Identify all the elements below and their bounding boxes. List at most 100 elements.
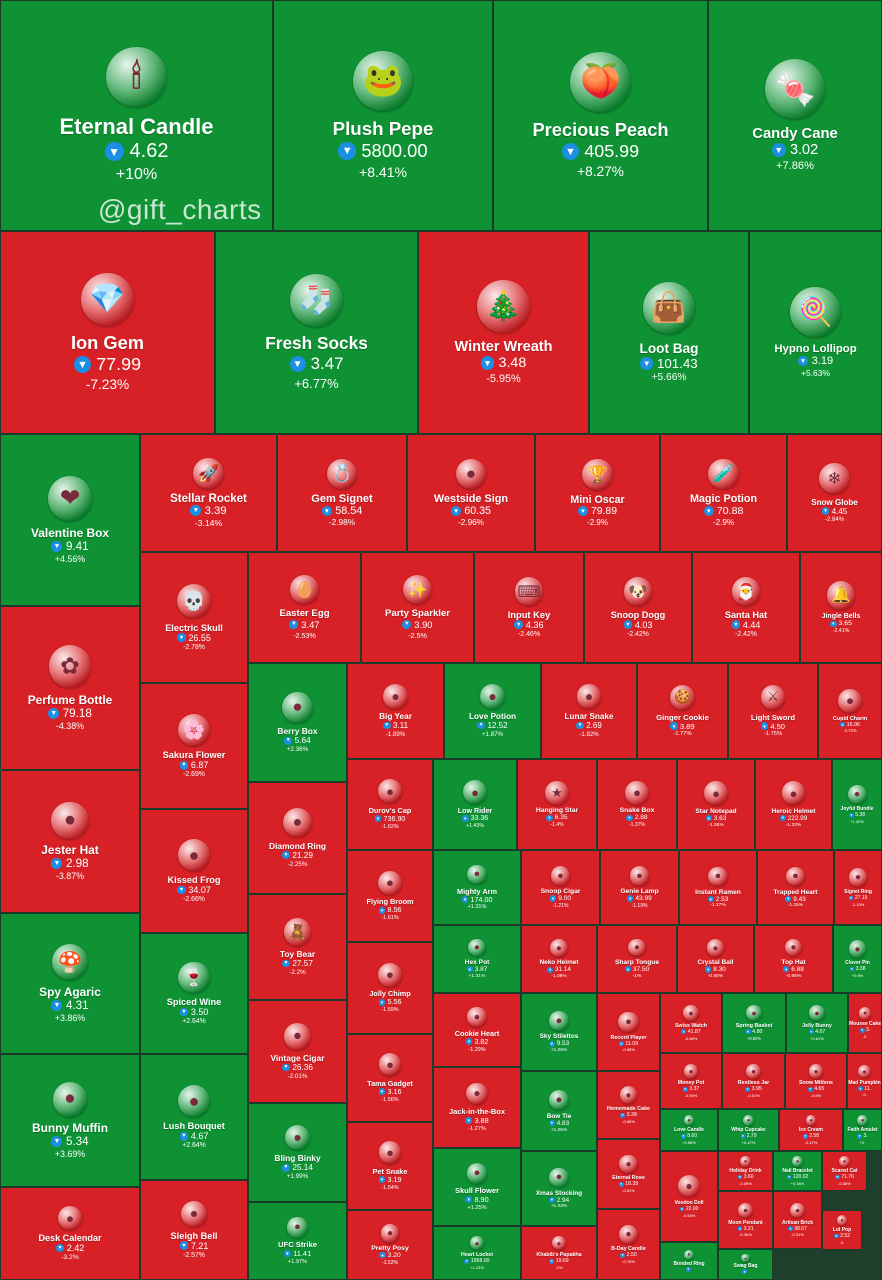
tile-bonded-ring[interactable]: ● Bonded Ring ▼ bbox=[660, 1242, 718, 1280]
tile-diamond-ring[interactable]: ● Diamond Ring ▼ 21.29 -2.25% bbox=[248, 782, 347, 894]
tile-bow-tie[interactable]: ● Bow Tie ▼ 4.83 +1.05% bbox=[521, 1071, 597, 1151]
tile-money-pot[interactable]: ● Money Pot ▼ 3.37 -0.59% bbox=[660, 1053, 722, 1109]
tile-jester-hat[interactable]: ● Jester Hat ▼ 2.98 -3.87% bbox=[0, 770, 140, 913]
tile-electric-skull[interactable]: 💀 Electric Skull ▼ 26.55 -2.78% bbox=[140, 552, 248, 683]
tile-bunny-muffin[interactable]: ● Bunny Muffin ▼ 5.34 +3.69% bbox=[0, 1054, 140, 1187]
tile-input-key[interactable]: ⌨ Input Key ▼ 4.36 -2.46% bbox=[474, 552, 584, 663]
tile-jelly-bunny[interactable]: ● Jelly Bunny ▼ 4.67 +0.81% bbox=[786, 993, 848, 1053]
tile-lunar-snake[interactable]: ● Lunar Snake ▼ 2.69 -1.82% bbox=[541, 663, 637, 759]
tile-sakura-flower[interactable]: 🌸 Sakura Flower ▼ 6.87 -2.69% bbox=[140, 683, 248, 809]
tile-cookie-heart[interactable]: ● Cookie Heart ▼ 3.82 -1.29% bbox=[433, 993, 521, 1067]
tile-jolly-chimp[interactable]: ● Jolly Chimp ▼ 5.56 -1.59% bbox=[347, 942, 433, 1034]
tile-bling-binky[interactable]: ● Bling Binky ▼ 25.14 +1.99% bbox=[248, 1103, 347, 1202]
tile-neko-helmet[interactable]: ● Neko Helmet ▼ 31.14 -1.08% bbox=[521, 925, 597, 993]
tile-pet-snake[interactable]: ● Pet Snake ▼ 3.19 -1.54% bbox=[347, 1122, 433, 1210]
tile-lol-pop[interactable]: ● Lol Pop ▼ 2.52 -0. bbox=[822, 1210, 862, 1250]
tile-magic-potion[interactable]: 🧪 Magic Potion ▼ 70.88 -2.9% bbox=[660, 434, 787, 552]
tile-sleigh-bell[interactable]: ● Sleigh Bell ▼ 7.21 -2.57% bbox=[140, 1180, 248, 1280]
tile-signet-ring[interactable]: ● Signet Ring ▼ 27.15 -1.13% bbox=[834, 850, 882, 925]
tile-snow-globe[interactable]: ❄ Snow Globe ▼ 4.45 -2.84% bbox=[787, 434, 882, 552]
tile-xmas-stocking[interactable]: ● Xmas Stocking ▼ 2.94 +1.03% bbox=[521, 1151, 597, 1226]
tile-love-potion[interactable]: ● Love Potion ▼ 12.52 +1.87% bbox=[444, 663, 541, 759]
tile-jingle-bells[interactable]: 🔔 Jingle Bells ▼ 3.65 -2.41% bbox=[800, 552, 882, 663]
tile-berry-box[interactable]: ● Berry Box ▼ 5.64 +2.36% bbox=[248, 663, 347, 782]
tile-plush-pepe[interactable]: 🐸 Plush Pepe ▼ 5800.00 +8.41% bbox=[273, 0, 493, 231]
tile-swiss-watch[interactable]: ● Swiss Watch ▼ 41.87 -0.86% bbox=[660, 993, 722, 1053]
tile-instant-ramen[interactable]: ● Instant Ramen ▼ 2.53 -1.17% bbox=[679, 850, 757, 925]
tile-hanging-star[interactable]: ★ Hanging Star ▼ 6.35 -1.4% bbox=[517, 759, 597, 850]
tile-gem-signet[interactable]: 💍 Gem Signet ▼ 58.54 -2.98% bbox=[277, 434, 407, 552]
tile-stellar-rocket[interactable]: 🚀 Stellar Rocket ▼ 3.39 -3.14% bbox=[140, 434, 277, 552]
tile-easter-egg[interactable]: 🥚 Easter Egg ▼ 3.47 -2.53% bbox=[248, 552, 361, 663]
tile-valentine-box[interactable]: ❤ Valentine Box ▼ 9.41 +4.56% bbox=[0, 434, 140, 606]
tile-durov-s-cap[interactable]: ● Durov's Cap ▼ 736.90 -1.62% bbox=[347, 759, 433, 850]
tile-light-sword[interactable]: ⚔ Light Sword ▼ 4.50 -1.75% bbox=[728, 663, 818, 759]
tile-santa-hat[interactable]: 🎅 Santa Hat ▼ 4.44 -2.42% bbox=[692, 552, 800, 663]
tile-record-player[interactable]: ● Record Player ▼ 11.09 -0.88% bbox=[597, 993, 660, 1071]
tile-hypno-lollipop[interactable]: 🍭 Hypno Lollipop ▼ 3.19 +5.63% bbox=[749, 231, 882, 434]
tile-snoop-dogg[interactable]: 🐶 Snoop Dogg ▼ 4.03 -2.42% bbox=[584, 552, 692, 663]
tile-party-sparkler[interactable]: ✨ Party Sparkler ▼ 3.90 -2.5% bbox=[361, 552, 474, 663]
tile-lush-bouquet[interactable]: ● Lush Bouquet ▼ 4.67 +2.64% bbox=[140, 1054, 248, 1180]
tile-faith-amulet[interactable]: ● Faith Amulet ▼ 3. +0. bbox=[843, 1109, 882, 1151]
tile-joyful-bundle[interactable]: ● Joyful Bundle ▼ 5.38 +1.32% bbox=[832, 759, 882, 850]
tile-whip-cupcake[interactable]: ● Whip Cupcake ▼ 2.79 +0.47% bbox=[718, 1109, 779, 1151]
tile-nail-bracelet[interactable]: ● Nail Bracelet ▼ 120.02 +0.38% bbox=[773, 1151, 822, 1191]
tile-genie-lamp[interactable]: ● Genie Lamp ▼ 43.99 -1.19% bbox=[600, 850, 679, 925]
tile-restless-jar[interactable]: ● Restless Jar ▼ 3.95 -0.51% bbox=[722, 1053, 785, 1109]
tile-pretty-posy[interactable]: ● Pretty Posy ▼ 3.20 -1.52% bbox=[347, 1210, 433, 1280]
tile-desk-calendar[interactable]: ● Desk Calendar ▼ 2.42 -3.2% bbox=[0, 1187, 140, 1280]
tile-snoop-cigar[interactable]: ● Snoop Cigar ▼ 9.00 -1.21% bbox=[521, 850, 600, 925]
tile-star-notepad[interactable]: ● Star Notepad ▼ 3.63 -1.36% bbox=[677, 759, 755, 850]
tile-artisan-brick[interactable]: ● Artisan Brick ▼ 98.67 -0.31% bbox=[773, 1191, 822, 1249]
tile-swag-bag[interactable]: ● Swag Bag ▼ bbox=[718, 1249, 773, 1280]
tile-jack-in-the-box[interactable]: ● Jack-in-the-Box ▼ 3.88 -1.27% bbox=[433, 1067, 521, 1148]
tile-candy-cane[interactable]: 🍬 Candy Cane ▼ 3.02 +7.86% bbox=[708, 0, 882, 231]
tile-perfume-bottle[interactable]: ✿ Perfume Bottle ▼ 79.18 -4.38% bbox=[0, 606, 140, 770]
tile-flying-broom[interactable]: ● Flying Broom ▼ 8.56 -1.61% bbox=[347, 850, 433, 942]
tile-eternal-rose[interactable]: ● Eternal Rose ▼ 18.39 -0.81% bbox=[597, 1139, 660, 1209]
tile-trapped-heart[interactable]: ● Trapped Heart ▼ 9.43 -1.15% bbox=[757, 850, 834, 925]
tile-big-year[interactable]: ● Big Year ▼ 3.11 -1.89% bbox=[347, 663, 444, 759]
tile-holiday-drink[interactable]: ● Holiday Drink ▼ 3.60 -0.39% bbox=[718, 1151, 773, 1191]
tile-voodoo-doll[interactable]: ● Voodoo Doll ▼ 22.00 -0.54% bbox=[660, 1151, 718, 1242]
tile-fresh-socks[interactable]: 🧦 Fresh Socks ▼ 3.47 +6.77% bbox=[215, 231, 418, 434]
tile-winter-wreath[interactable]: 🎄 Winter Wreath ▼ 3.48 -5.95% bbox=[418, 231, 589, 434]
tile-scared-cat[interactable]: ● Scared Cat ▼ 71.76 -0.36% bbox=[822, 1151, 867, 1191]
tile-eternal-candle[interactable]: 🕯 Eternal Candle ▼ 4.62 +10% bbox=[0, 0, 273, 231]
tile-spring-basket[interactable]: ● Spring Basket ▼ 4.80 +0.82% bbox=[722, 993, 786, 1053]
tile-tama-gadget[interactable]: ● Tama Gadget ▼ 3.16 -1.56% bbox=[347, 1034, 433, 1122]
tile-love-candle[interactable]: ● Love Candle ▼ 8.60 +0.58% bbox=[660, 1109, 718, 1151]
tile-spiced-wine[interactable]: 🍷 Spiced Wine ▼ 3.50 +2.64% bbox=[140, 933, 248, 1054]
tile-crystal-ball[interactable]: ● Crystal Ball ▼ 8.30 -0.95% bbox=[677, 925, 754, 993]
tile-ion-gem[interactable]: 💎 Ion Gem ▼ 77.99 -7.23% bbox=[0, 231, 215, 434]
tile-heroic-helmet[interactable]: ● Heroic Helmet ▼ 222.99 -1.33% bbox=[755, 759, 832, 850]
tile-snow-mittens[interactable]: ● Snow Mittens ▼ 4.65 -0.5% bbox=[785, 1053, 847, 1109]
tile-cupid-charm[interactable]: ● Cupid Charm ▼ 16.96 -1.74% bbox=[818, 663, 882, 759]
tile-spy-agaric[interactable]: 🍄 Spy Agaric ▼ 4.31 +3.86% bbox=[0, 913, 140, 1054]
tile-vintage-cigar[interactable]: ● Vintage Cigar ▼ 26.36 -2.01% bbox=[248, 1000, 347, 1103]
tile-clover-pin[interactable]: ● Clover Pin ▼ 3.38 +0.9% bbox=[833, 925, 882, 993]
tile-westside-sign[interactable]: ● Westside Sign ▼ 60.35 -2.96% bbox=[407, 434, 535, 552]
tile-homemade-cake[interactable]: ● Homemade Cake ▼ 3.38 -0.86% bbox=[597, 1071, 660, 1139]
tile-ufc-strike[interactable]: ● UFC Strike ▼ 11.41 +1.97% bbox=[248, 1202, 347, 1280]
tile-hex-pot[interactable]: ● Hex Pot ▼ 3.87 +1.31% bbox=[433, 925, 521, 993]
tile-mighty-arm[interactable]: ● Mighty Arm ▼ 174.00 +1.31% bbox=[433, 850, 521, 925]
tile-ginger-cookie[interactable]: 🍪 Ginger Cookie ▼ 3.89 -1.77% bbox=[637, 663, 728, 759]
tile-mad-pumpkin[interactable]: ● Mad Pumpkin ▼ 11. -0. bbox=[847, 1053, 882, 1109]
tile-mini-oscar[interactable]: 🏆 Mini Oscar ▼ 79.89 -2.9% bbox=[535, 434, 660, 552]
tile-mousse-cake[interactable]: ● Mousse Cake ▼ 3. -0. bbox=[848, 993, 882, 1053]
tile-snake-box[interactable]: ● Snake Box ▼ 2.88 -1.37% bbox=[597, 759, 677, 850]
tile-moon-pendant[interactable]: ● Moon Pendant ▼ 3.31 -0.36% bbox=[718, 1191, 773, 1249]
tile-khabib-s-papakha[interactable]: ● Khabib's Papakha ▼ 19.69 -1% bbox=[521, 1226, 597, 1280]
tile-top-hat[interactable]: ● Top Hat ▼ 6.88 -0.95% bbox=[754, 925, 833, 993]
tile-sharp-tongue[interactable]: ● Sharp Tongue ▼ 37.50 -1% bbox=[597, 925, 677, 993]
tile-precious-peach[interactable]: 🍑 Precious Peach ▼ 405.99 +8.27% bbox=[493, 0, 708, 231]
tile-toy-bear[interactable]: 🧸 Toy Bear ▼ 27.57 -2.2% bbox=[248, 894, 347, 1000]
tile-b-day-candle[interactable]: ● B-Day Candle ▼ 2.50 -0.78% bbox=[597, 1209, 660, 1280]
tile-heart-locket[interactable]: ● Heart Locket ▼ 1968.00 +1.23% bbox=[433, 1226, 521, 1280]
tile-kissed-frog[interactable]: ● Kissed Frog ▼ 34.07 -2.66% bbox=[140, 809, 248, 933]
tile-sky-stilettos[interactable]: ● Sky Stilettos ▼ 9.53 +1.06% bbox=[521, 993, 597, 1071]
tile-low-rider[interactable]: ● Low Rider ▼ 33.36 +1.43% bbox=[433, 759, 517, 850]
tile-skull-flower[interactable]: ● Skull Flower ▼ 8.90 +1.25% bbox=[433, 1148, 521, 1226]
